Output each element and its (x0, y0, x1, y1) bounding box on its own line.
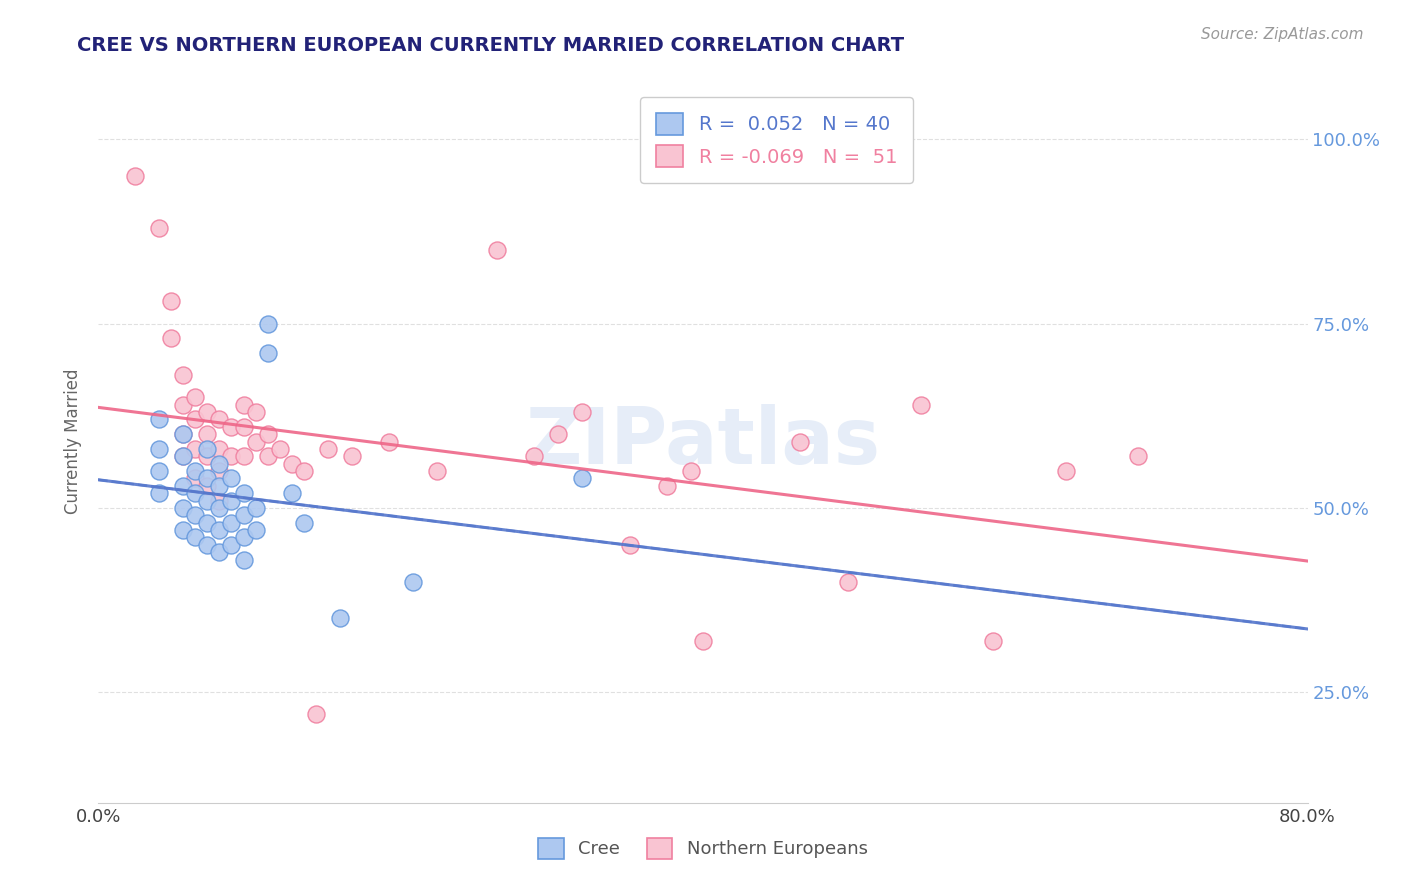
Point (256, 346, 278, 360)
Point (172, 523, 194, 537)
Point (221, 538, 243, 552)
Point (245, 434, 267, 449)
Point (1128, 450, 1150, 464)
Point (256, 427, 278, 442)
Point (692, 633, 714, 648)
Point (184, 390, 207, 404)
Point (184, 442, 207, 456)
Point (172, 450, 194, 464)
Point (232, 419, 254, 434)
Point (208, 479, 231, 493)
Point (184, 530, 207, 544)
Point (910, 398, 932, 412)
Point (221, 516, 243, 530)
Point (172, 398, 194, 412)
Point (160, 331, 183, 345)
Point (232, 486, 254, 500)
Point (232, 398, 254, 412)
Point (184, 486, 207, 500)
Point (208, 523, 231, 537)
Point (208, 457, 231, 471)
Point (256, 317, 278, 331)
Point (195, 516, 218, 530)
Point (208, 464, 231, 478)
Point (208, 493, 231, 508)
Point (232, 552, 254, 566)
Point (377, 434, 399, 449)
Point (148, 220, 170, 235)
Point (208, 500, 231, 515)
Point (172, 427, 194, 442)
Point (221, 471, 243, 485)
Point (184, 508, 207, 523)
Point (426, 464, 449, 478)
Point (1054, 464, 1077, 478)
Point (245, 405, 267, 419)
Point (547, 427, 569, 442)
Point (195, 450, 218, 464)
Point (571, 405, 593, 419)
Point (523, 450, 546, 464)
Point (679, 464, 702, 478)
Point (172, 368, 194, 383)
Point (281, 486, 304, 500)
Point (342, 450, 364, 464)
Point (571, 471, 593, 485)
Point (184, 471, 207, 485)
Point (292, 464, 315, 478)
Point (221, 419, 243, 434)
Point (184, 464, 207, 478)
Y-axis label: Currently Married: Currently Married (65, 368, 83, 515)
Point (195, 405, 218, 419)
Point (208, 545, 231, 559)
Point (316, 442, 339, 456)
Point (148, 464, 170, 478)
Point (232, 530, 254, 544)
Point (148, 412, 170, 426)
Point (837, 574, 859, 589)
Legend: Cree, Northern Europeans: Cree, Northern Europeans (531, 830, 875, 866)
Point (245, 523, 267, 537)
Point (305, 707, 328, 722)
Point (281, 457, 304, 471)
Point (208, 442, 231, 456)
Point (195, 538, 218, 552)
Text: ZIPatlas: ZIPatlas (526, 403, 880, 480)
Point (655, 479, 678, 493)
Point (269, 442, 291, 456)
Point (208, 412, 231, 426)
Point (329, 611, 352, 625)
Point (184, 412, 207, 426)
Point (221, 493, 243, 508)
Point (195, 493, 218, 508)
Text: Source: ZipAtlas.com: Source: ZipAtlas.com (1201, 27, 1364, 42)
Point (148, 486, 170, 500)
Point (619, 538, 641, 552)
Point (160, 294, 183, 309)
Point (292, 516, 315, 530)
Text: CREE VS NORTHERN EUROPEAN CURRENTLY MARRIED CORRELATION CHART: CREE VS NORTHERN EUROPEAN CURRENTLY MARR… (77, 36, 904, 54)
Point (256, 450, 278, 464)
Point (195, 427, 218, 442)
Point (245, 500, 267, 515)
Point (148, 442, 170, 456)
Point (402, 574, 425, 589)
Point (195, 479, 218, 493)
Point (172, 500, 194, 515)
Point (195, 471, 218, 485)
Point (789, 434, 811, 449)
Point (172, 450, 194, 464)
Point (981, 633, 1004, 648)
Point (232, 508, 254, 523)
Point (172, 427, 194, 442)
Point (195, 442, 218, 456)
Point (221, 450, 243, 464)
Point (124, 169, 146, 183)
Point (172, 479, 194, 493)
Point (232, 450, 254, 464)
Point (486, 243, 509, 257)
